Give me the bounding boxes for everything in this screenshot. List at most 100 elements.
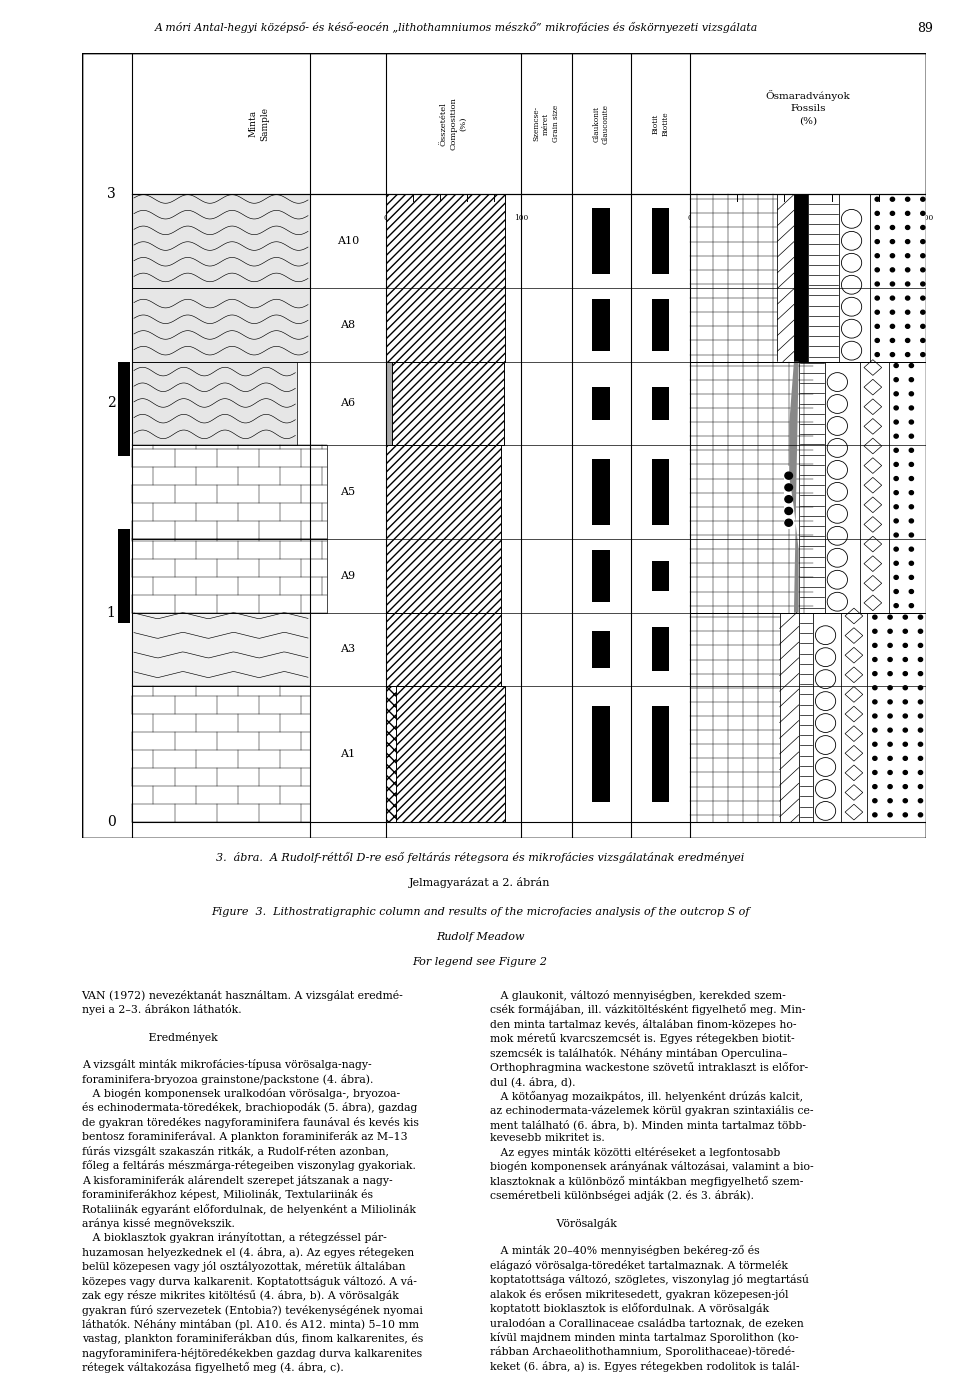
Circle shape: [785, 484, 793, 491]
Circle shape: [873, 785, 877, 789]
Bar: [386, 685, 396, 822]
Circle shape: [909, 519, 914, 524]
Circle shape: [888, 616, 892, 618]
Text: A1: A1: [340, 748, 355, 759]
Circle shape: [894, 603, 899, 607]
Circle shape: [919, 671, 923, 676]
Circle shape: [890, 282, 895, 286]
Circle shape: [919, 630, 923, 634]
Circle shape: [785, 472, 793, 479]
Circle shape: [888, 671, 892, 676]
Circle shape: [905, 282, 910, 286]
Circle shape: [890, 338, 895, 342]
Circle shape: [921, 240, 925, 243]
Bar: [132, 289, 310, 362]
Circle shape: [903, 729, 907, 732]
Circle shape: [894, 434, 899, 438]
Circle shape: [919, 658, 923, 662]
Bar: [386, 613, 500, 685]
Text: A6: A6: [340, 398, 355, 409]
Circle shape: [888, 630, 892, 634]
Text: A8: A8: [340, 320, 355, 329]
Circle shape: [873, 757, 877, 761]
Circle shape: [873, 799, 877, 803]
Circle shape: [903, 785, 907, 789]
Circle shape: [888, 812, 892, 817]
Circle shape: [905, 296, 910, 300]
Circle shape: [873, 644, 877, 648]
Bar: [132, 194, 310, 289]
Circle shape: [919, 699, 923, 704]
Circle shape: [909, 603, 914, 607]
Circle shape: [903, 713, 907, 718]
Text: A móri Antal-hegyi középső- és késő-eocén „lithothamniumos mészkő” mikrofácies é: A móri Antal-hegyi középső- és késő-eocé…: [155, 22, 757, 34]
Circle shape: [890, 226, 895, 229]
Circle shape: [785, 507, 793, 515]
Bar: [813, 613, 841, 822]
Circle shape: [894, 476, 899, 480]
Circle shape: [890, 268, 895, 272]
Circle shape: [888, 699, 892, 704]
Polygon shape: [789, 362, 799, 613]
Circle shape: [785, 496, 793, 503]
Bar: [592, 299, 611, 350]
Circle shape: [921, 310, 925, 314]
Bar: [652, 299, 669, 350]
Text: 60: 60: [827, 214, 836, 222]
Circle shape: [909, 589, 914, 593]
Circle shape: [903, 799, 907, 803]
Bar: [799, 362, 825, 613]
Circle shape: [876, 353, 879, 356]
Text: A3: A3: [340, 645, 355, 655]
Circle shape: [876, 226, 879, 229]
Text: 100: 100: [514, 214, 528, 222]
Circle shape: [909, 575, 914, 579]
Circle shape: [894, 561, 899, 565]
Circle shape: [888, 743, 892, 747]
Circle shape: [909, 505, 914, 508]
Circle shape: [903, 757, 907, 761]
Polygon shape: [690, 362, 808, 613]
Bar: [690, 194, 778, 362]
Text: 3: 3: [107, 187, 115, 201]
Circle shape: [903, 644, 907, 648]
Circle shape: [903, 771, 907, 775]
Text: VAN (1972) nevezéktanát használtam. A vizsgálat eredmé-
nyei a 2–3. ábrákon láth: VAN (1972) nevezéktanát használtam. A vi…: [82, 990, 422, 1374]
Circle shape: [905, 338, 910, 342]
Circle shape: [890, 211, 895, 215]
Circle shape: [873, 771, 877, 775]
Circle shape: [909, 547, 914, 551]
Circle shape: [894, 547, 899, 551]
Circle shape: [905, 268, 910, 272]
Text: A10: A10: [337, 236, 359, 246]
Circle shape: [873, 685, 877, 690]
Circle shape: [909, 392, 914, 396]
Text: 20: 20: [408, 214, 418, 222]
Circle shape: [888, 757, 892, 761]
Circle shape: [888, 644, 892, 648]
Bar: [778, 194, 794, 362]
Bar: [386, 194, 505, 362]
Circle shape: [905, 197, 910, 201]
Circle shape: [894, 491, 899, 494]
Text: 100: 100: [920, 214, 933, 222]
Circle shape: [921, 282, 925, 286]
Circle shape: [909, 448, 914, 452]
Bar: [690, 362, 926, 613]
Circle shape: [894, 575, 899, 579]
Text: Összetétel
Composition
(%): Összetétel Composition (%): [440, 98, 468, 151]
Bar: [386, 445, 500, 613]
Circle shape: [888, 658, 892, 662]
Bar: [132, 362, 297, 445]
Text: For legend see Figure 2: For legend see Figure 2: [413, 958, 547, 967]
Circle shape: [905, 324, 910, 328]
Circle shape: [894, 378, 899, 381]
Circle shape: [894, 505, 899, 508]
Bar: [592, 208, 611, 274]
Circle shape: [890, 254, 895, 258]
Circle shape: [894, 406, 899, 410]
Bar: [652, 706, 669, 801]
Circle shape: [876, 338, 879, 342]
Circle shape: [905, 254, 910, 258]
Text: 0: 0: [107, 815, 115, 829]
